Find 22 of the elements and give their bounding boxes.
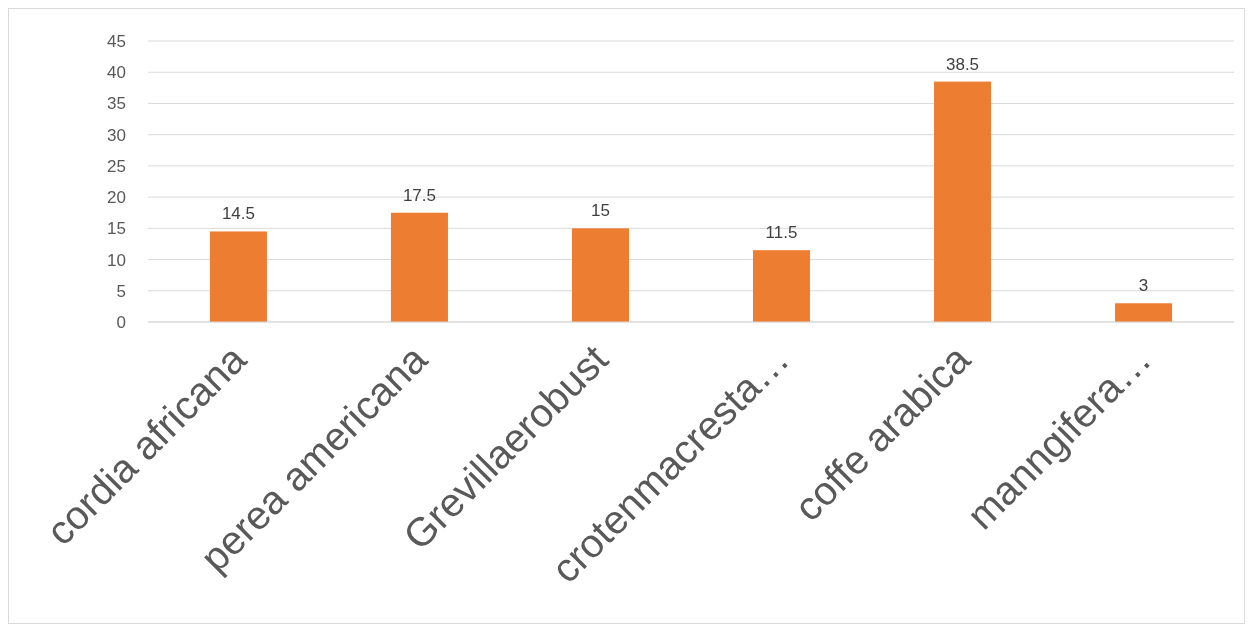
bar: [934, 81, 992, 322]
y-tick-label: 40: [107, 63, 126, 83]
data-label: 38.5: [946, 54, 980, 74]
y-tick-label: 25: [107, 156, 126, 176]
data-label: 3: [1138, 276, 1149, 296]
y-tick-label: 15: [107, 219, 126, 239]
y-tick-label: 30: [107, 125, 126, 145]
bar: [1115, 303, 1173, 322]
y-tick-label: 45: [107, 31, 126, 51]
y-tick-label: 10: [107, 250, 126, 270]
bar: [390, 212, 448, 322]
y-tick-label: 5: [116, 281, 126, 301]
y-tick-label: 35: [107, 94, 126, 114]
data-label: 17.5: [402, 185, 436, 205]
bar: [753, 250, 811, 322]
bar: [209, 231, 267, 322]
data-label: 11.5: [765, 223, 798, 243]
y-tick-label: 20: [107, 188, 126, 208]
data-label: 15: [591, 201, 610, 221]
bar: [571, 228, 629, 322]
y-tick-label: 0: [116, 312, 126, 332]
data-label: 14.5: [221, 204, 255, 224]
